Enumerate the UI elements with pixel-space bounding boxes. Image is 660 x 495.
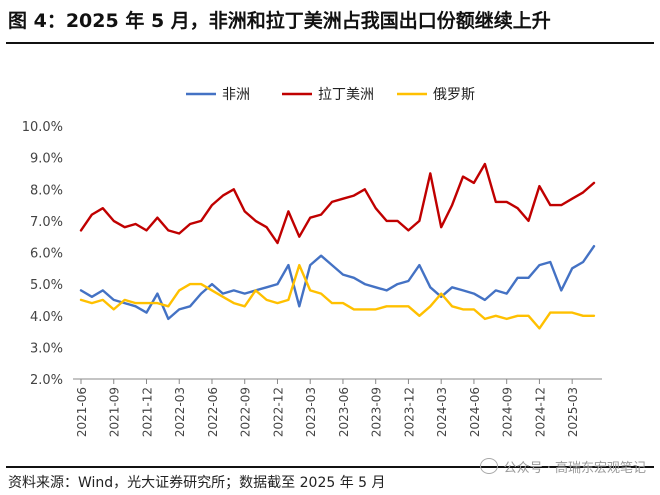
watermark: 公众号 · 高瑞东宏观笔记 — [479, 457, 646, 476]
x-tick-label: 2024-12 — [533, 387, 547, 437]
y-tick-label: 4.0% — [30, 310, 63, 325]
y-tick-label: 9.0% — [30, 152, 63, 167]
x-tick-label: 2024-06 — [468, 387, 482, 437]
x-tick-label: 2024-03 — [435, 387, 449, 437]
source-note: 资料来源：Wind，光大证券研究所；数据截至 2025 年 5 月 — [8, 475, 386, 491]
y-tick-label: 2.0% — [30, 373, 63, 388]
legend-label: 非洲 — [222, 87, 250, 103]
x-tick-label: 2021-06 — [75, 387, 89, 437]
x-tick-label: 2022-12 — [271, 387, 285, 437]
watermark-text: 公众号 · 高瑞东宏观笔记 — [503, 461, 646, 476]
series-line-1 — [79, 162, 596, 245]
y-tick-label: 7.0% — [30, 215, 63, 230]
footer-rule — [6, 466, 654, 468]
legend-label: 拉丁美洲 — [318, 87, 374, 103]
y-tick-label: 5.0% — [30, 278, 63, 293]
y-tick-label: 3.0% — [30, 341, 63, 356]
x-tick-label: 2022-03 — [173, 387, 187, 437]
x-tick-label: 2023-09 — [370, 387, 384, 437]
series-line-0 — [79, 245, 596, 321]
title-rule — [6, 42, 654, 44]
x-tick-label: 2023-12 — [402, 387, 416, 437]
y-tick-label: 6.0% — [30, 247, 63, 262]
x-tick-label: 2023-03 — [304, 387, 318, 437]
wechat-logo-icon — [479, 458, 498, 474]
x-tick-label: 2024-09 — [501, 387, 515, 437]
figure-title: 图 4：2025 年 5 月，非洲和拉丁美洲占我国出口份额继续上升 — [8, 10, 551, 32]
y-tick-label: 8.0% — [30, 183, 63, 198]
x-tick-label: 2021-12 — [140, 387, 154, 437]
x-tick-label: 2023-06 — [337, 387, 351, 437]
x-tick-label: 2022-09 — [239, 387, 253, 437]
x-tick-label: 2025-03 — [566, 387, 580, 437]
x-tick-label: 2022-06 — [206, 387, 220, 437]
x-tick-label: 2021-09 — [108, 387, 122, 437]
legend-label: 俄罗斯 — [433, 87, 475, 103]
y-tick-label: 10.0% — [22, 120, 63, 135]
series-line-2 — [79, 263, 596, 330]
